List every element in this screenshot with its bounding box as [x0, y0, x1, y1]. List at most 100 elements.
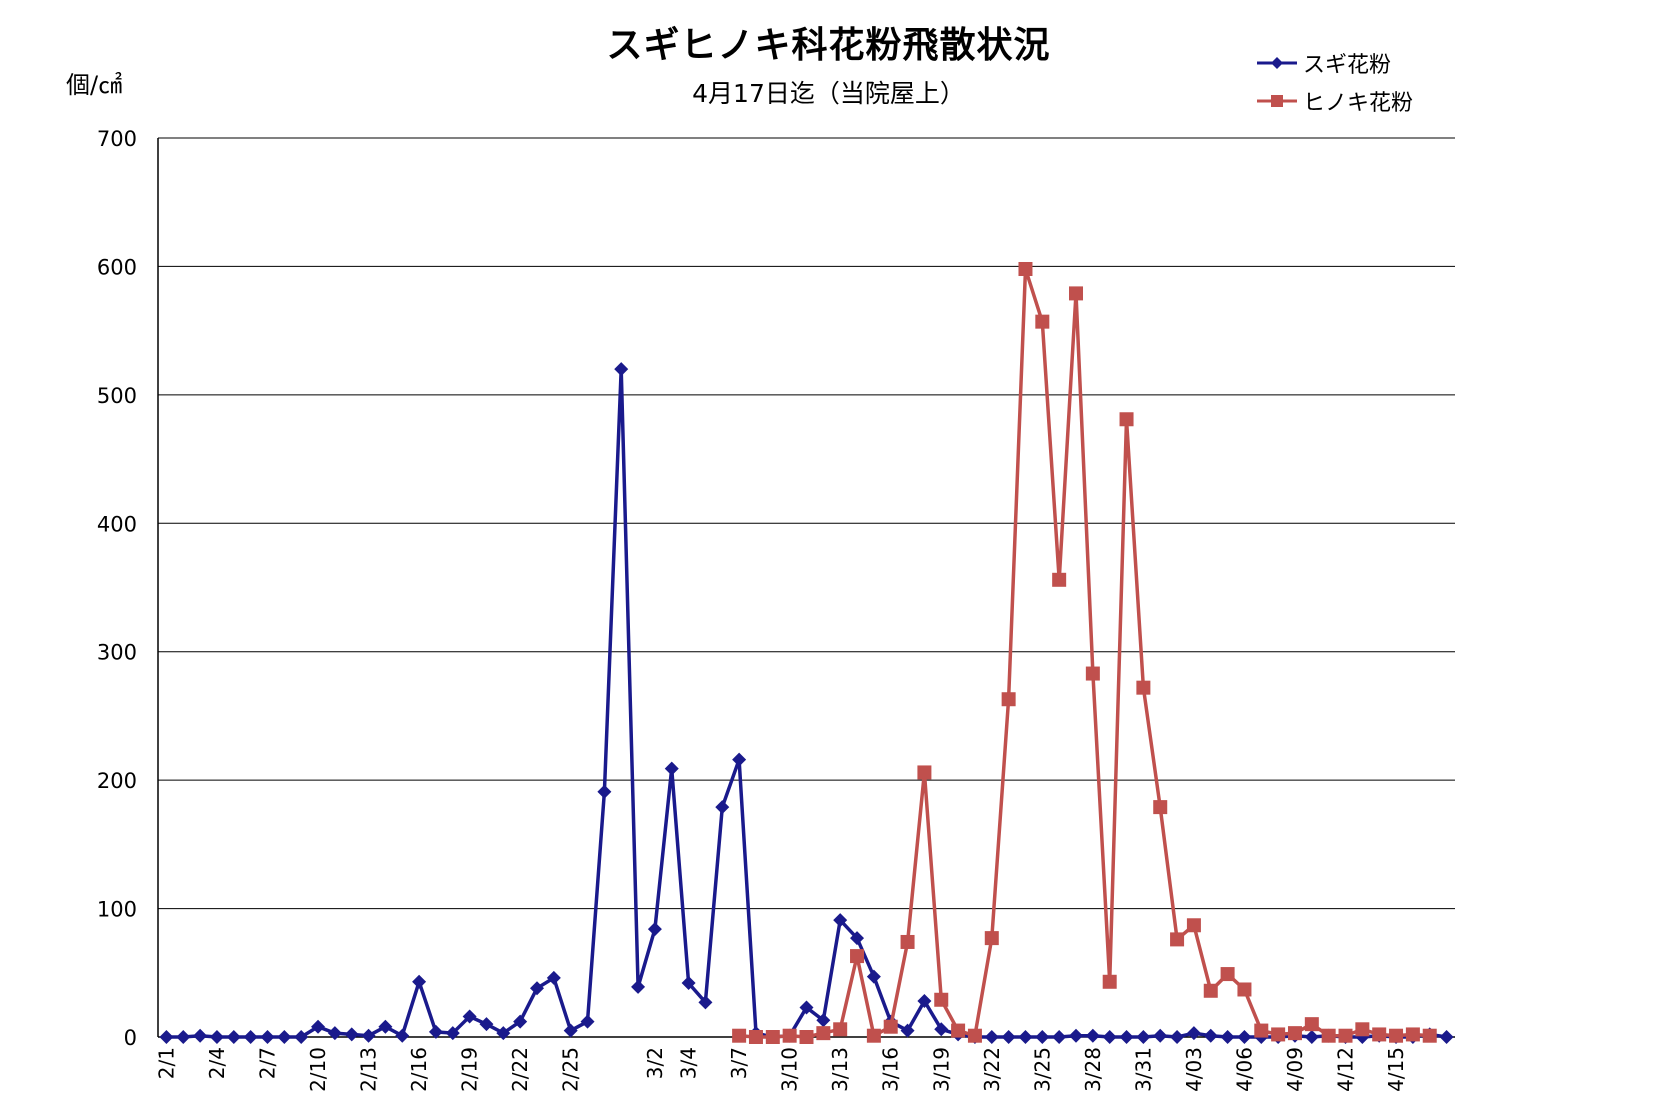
data-point — [1170, 1030, 1185, 1044]
data-point — [311, 1019, 326, 1034]
data-point — [1237, 1030, 1252, 1044]
data-point — [799, 1030, 814, 1044]
data-point — [833, 913, 848, 928]
data-point — [462, 1009, 477, 1024]
data-point — [1372, 1027, 1387, 1042]
legend-swatch-sugi — [1257, 57, 1297, 69]
x-tick-labels: 2/1 2/4 2/7 2/10 2/13 2/16 2/19 2/22 2/25 3/2 3/4 3… — [154, 1047, 1408, 1092]
data-point — [243, 1030, 258, 1044]
data-point — [816, 1026, 831, 1041]
data-point — [1136, 1030, 1151, 1044]
data-point — [193, 1028, 208, 1043]
data-point — [1102, 974, 1117, 989]
data-point — [732, 1028, 747, 1043]
y-tick-label: 700 — [97, 127, 137, 151]
data-point — [900, 1023, 915, 1038]
data-point — [529, 981, 544, 996]
data-point — [176, 1030, 191, 1044]
data-point — [1069, 1028, 1084, 1043]
data-point — [1052, 572, 1067, 587]
data-point — [1085, 1028, 1100, 1043]
data-point — [883, 1019, 898, 1034]
data-point — [647, 922, 662, 937]
data-point — [1254, 1023, 1269, 1038]
data-point — [1119, 412, 1134, 427]
y-tick-label: 0 — [124, 1026, 137, 1050]
data-point — [1153, 800, 1168, 815]
data-point — [1321, 1028, 1336, 1043]
y-tick-label: 600 — [97, 255, 137, 279]
y-tick-label: 500 — [97, 384, 137, 408]
data-point — [513, 1014, 528, 1029]
data-point — [1052, 1030, 1067, 1044]
x-tick-label: 3/31 — [1131, 1047, 1155, 1092]
data-point — [1018, 1030, 1033, 1044]
axes — [157, 138, 1455, 1038]
data-point — [1153, 1028, 1168, 1043]
data-point — [951, 1023, 966, 1038]
data-point — [765, 1030, 780, 1044]
data-point — [344, 1027, 359, 1042]
data-point — [1035, 314, 1050, 329]
series-1 — [732, 261, 1437, 1044]
data-point — [159, 1030, 174, 1044]
x-tick-label: 3/13 — [828, 1047, 852, 1092]
data-point — [984, 931, 999, 946]
legend-item-hinoki: ヒノキ花粉 — [1255, 82, 1413, 120]
chart-title: スギヒノキ科花粉飛散状況 — [606, 25, 1051, 66]
x-tick-label: 2/10 — [306, 1047, 330, 1092]
data-point — [1405, 1027, 1420, 1042]
data-point — [681, 976, 696, 991]
data-point — [1220, 967, 1235, 982]
data-point — [546, 970, 561, 985]
data-point — [1186, 918, 1201, 933]
data-point — [277, 1030, 292, 1044]
legend-item-sugi: スギ花粉 — [1255, 44, 1413, 82]
data-point — [226, 1030, 241, 1044]
data-point — [1136, 680, 1151, 695]
x-tick-label: 2/19 — [458, 1047, 482, 1092]
data-point — [1338, 1028, 1353, 1043]
data-point — [1001, 1030, 1016, 1044]
data-point — [1355, 1022, 1370, 1037]
data-point — [445, 1026, 460, 1041]
gridlines — [158, 137, 1455, 910]
x-tick-label: 3/7 — [727, 1047, 751, 1079]
data-point — [1001, 692, 1016, 707]
series-0 — [159, 362, 1454, 1044]
data-point — [1085, 666, 1100, 681]
data-point — [664, 761, 679, 776]
y-tick-label: 400 — [97, 512, 137, 536]
y-tick-label: 200 — [97, 769, 137, 793]
x-tick-label: 3/28 — [1081, 1047, 1105, 1092]
data-point — [917, 765, 932, 780]
series-line — [166, 369, 1447, 1039]
data-point — [378, 1019, 393, 1034]
legend-label-hinoki: ヒノキ花粉 — [1303, 91, 1414, 116]
data-point — [479, 1017, 494, 1032]
data-point — [428, 1024, 443, 1039]
data-point — [782, 1028, 797, 1043]
data-point — [260, 1030, 275, 1044]
data-point — [1170, 932, 1185, 947]
data-point — [850, 949, 865, 964]
x-tick-label: 2/1 — [154, 1047, 178, 1079]
y-axis-unit-label: 個/㎠ — [66, 71, 123, 99]
data-point — [597, 784, 612, 799]
data-point — [1203, 983, 1218, 998]
x-tick-label: 4/03 — [1182, 1047, 1206, 1092]
chart-subtitle: 4月17日迄（当院屋上） — [692, 79, 965, 108]
data-point — [1304, 1030, 1319, 1044]
data-point — [984, 1030, 999, 1044]
x-tick-label: 2/16 — [407, 1047, 431, 1092]
series — [159, 261, 1454, 1044]
data-point — [327, 1026, 342, 1041]
x-tick-label: 3/22 — [980, 1047, 1004, 1092]
data-point — [209, 1030, 224, 1044]
data-point — [1389, 1028, 1404, 1043]
data-point — [698, 995, 713, 1010]
data-point — [395, 1028, 410, 1043]
x-tick-label: 4/12 — [1334, 1047, 1358, 1092]
data-point — [631, 979, 646, 994]
